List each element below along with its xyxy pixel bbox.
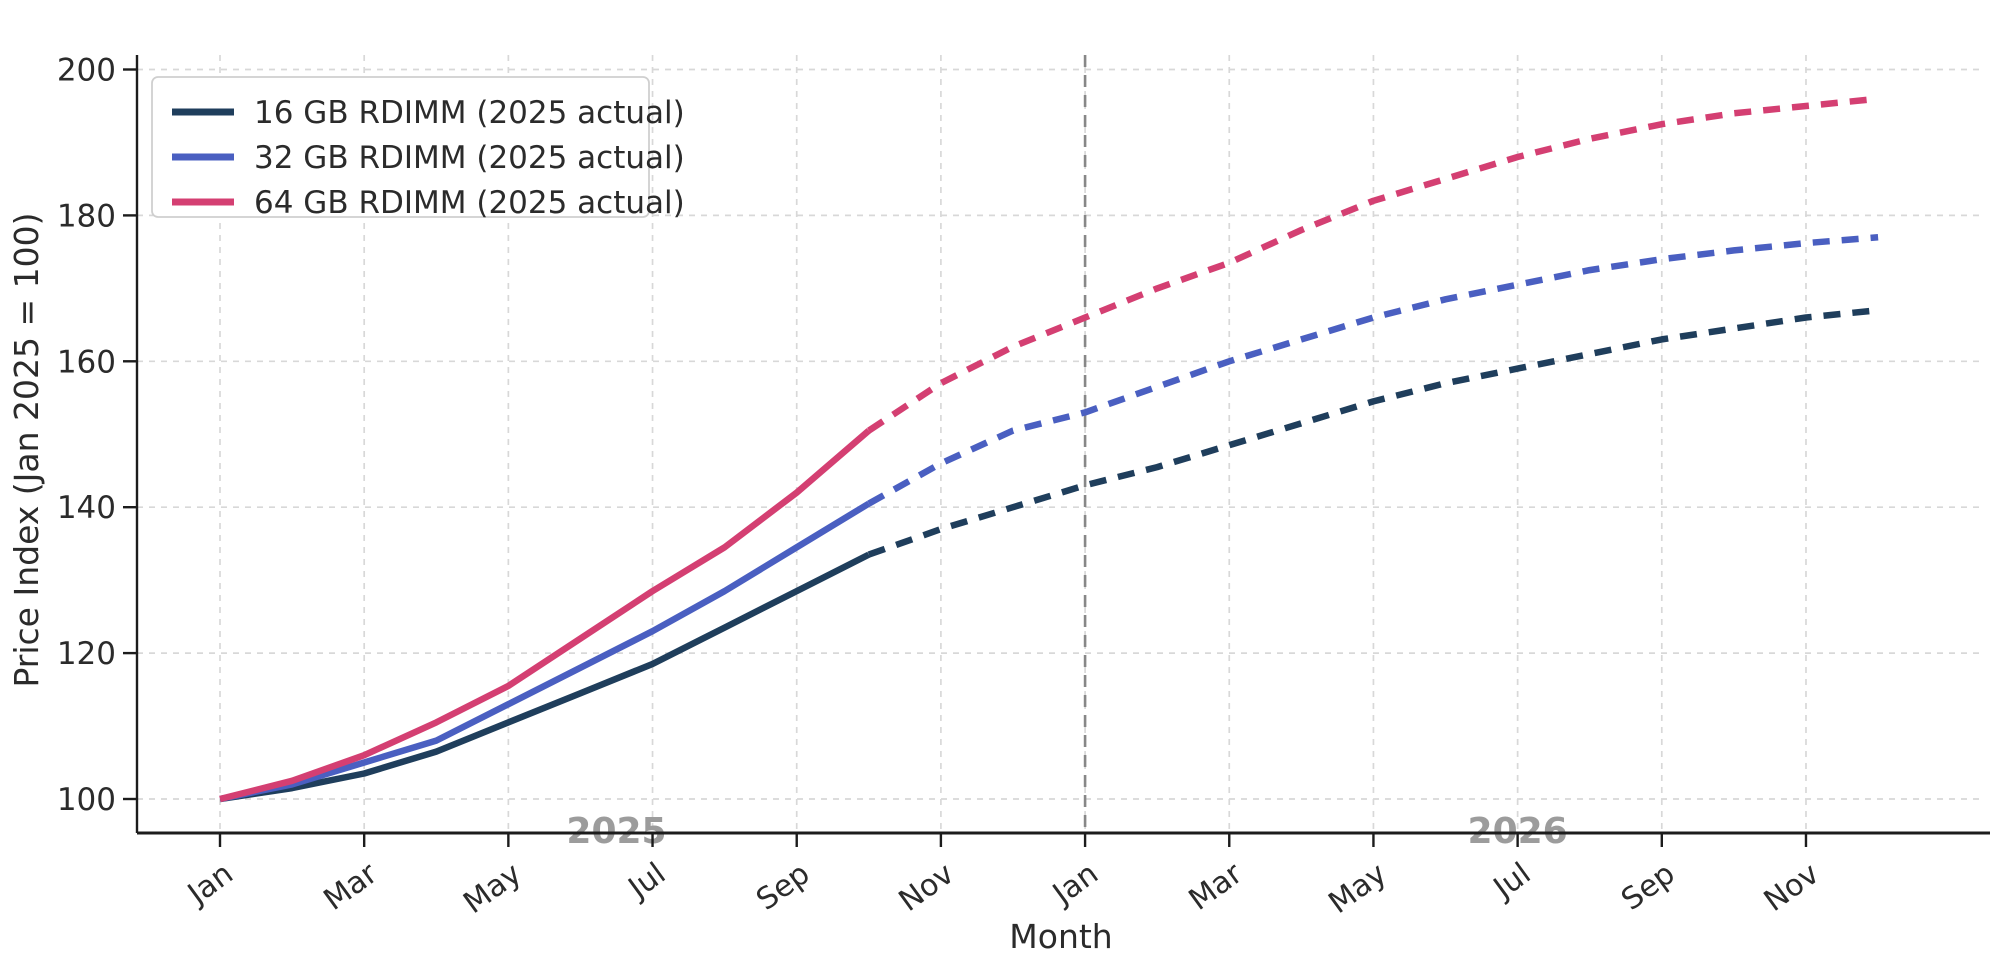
x-tick-label: Nov xyxy=(893,856,961,919)
series-line-solid-64gb xyxy=(219,428,871,803)
y-tick-label: 160 xyxy=(57,344,116,380)
x-tick-label: Sep xyxy=(750,856,816,918)
series-line-solid-32gb xyxy=(219,500,871,803)
y-tick-label: 200 xyxy=(57,53,116,89)
legend-label-32gb: 32 GB RDIMM (2025 actual) xyxy=(254,140,685,176)
y-tick-label: 120 xyxy=(57,636,116,672)
x-tick-label: Jul xyxy=(1486,856,1537,907)
legend-label-16gb: 16 GB RDIMM (2025 actual) xyxy=(254,95,685,131)
x-tick-label: Nov xyxy=(1758,856,1826,919)
y-tick-label: 100 xyxy=(57,782,116,818)
series-line-forecast-16gb xyxy=(867,306,1879,558)
x-tick-label: Mar xyxy=(1183,856,1250,918)
x-tick-label: Mar xyxy=(318,856,385,918)
legend-label-64gb: 64 GB RDIMM (2025 actual) xyxy=(254,185,685,221)
y-tick-label: 140 xyxy=(57,490,116,526)
x-tick-label: Sep xyxy=(1615,856,1681,918)
legend-box xyxy=(151,76,650,218)
x-axis-title: Month xyxy=(1009,917,1112,956)
series-line-forecast-64gb xyxy=(867,95,1879,434)
x-tick-label: Jul xyxy=(621,856,672,907)
x-tick-label: May xyxy=(1322,856,1393,921)
x-tick-label: Jan xyxy=(180,856,240,913)
chart-generated-content: 20252026JanMarMayJulSepNovJanMarMayJulSe… xyxy=(57,53,1990,921)
x-tick-label: Jan xyxy=(1045,856,1105,913)
x-tick-label: May xyxy=(457,856,528,921)
series-line-solid-16gb xyxy=(219,551,871,803)
y-axis-title: Price Index (Jan 2025 = 100) xyxy=(7,212,46,687)
y-tick-label: 180 xyxy=(57,198,116,234)
series-line-forecast-32gb xyxy=(867,234,1879,507)
